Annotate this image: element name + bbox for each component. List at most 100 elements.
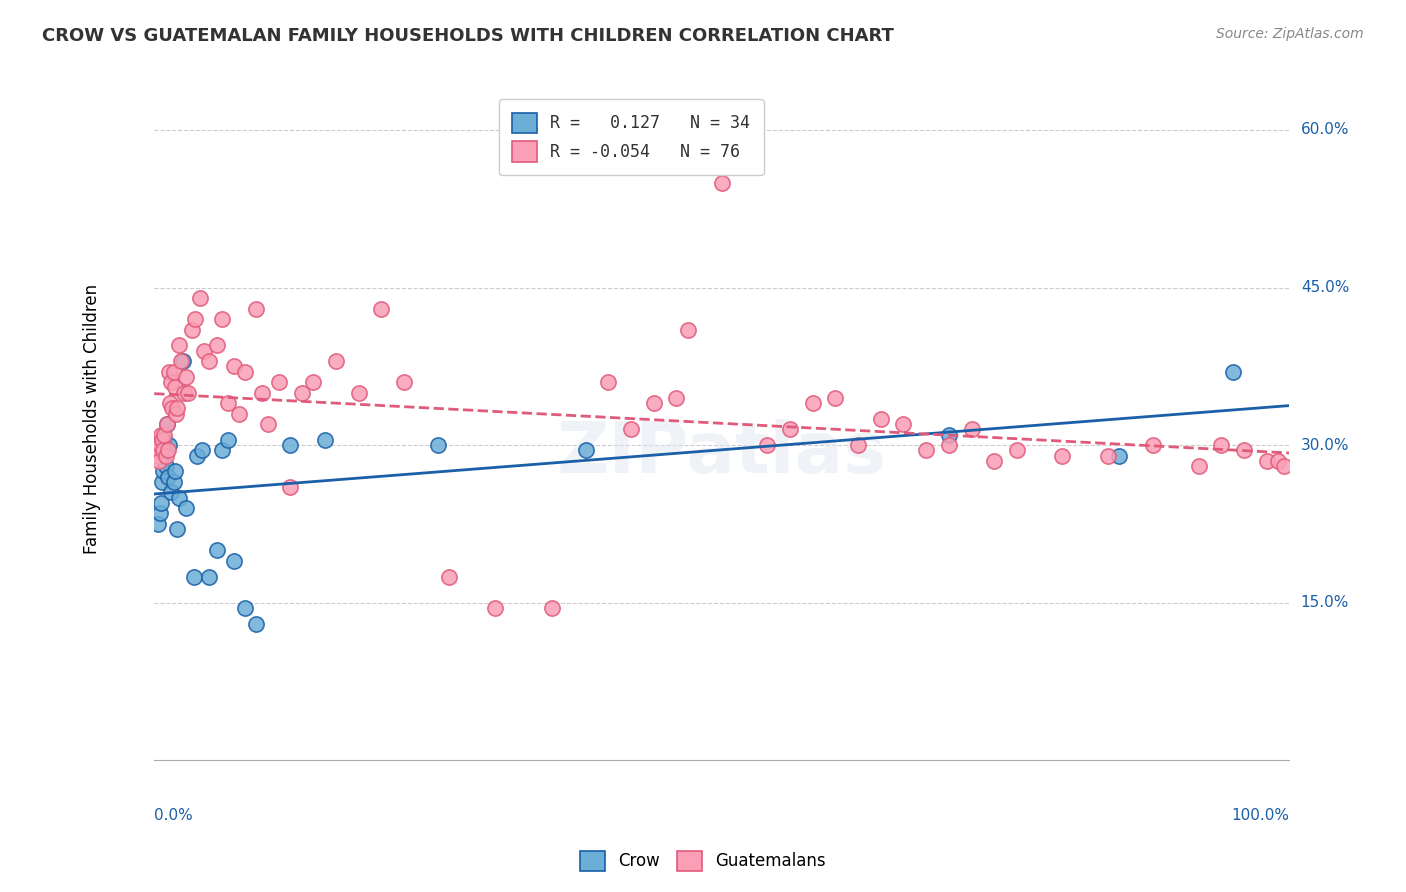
Point: [540, 601, 562, 615]
Point: [779, 422, 801, 436]
Text: ZIPatlas: ZIPatlas: [557, 418, 887, 488]
Point: [149, 507, 172, 521]
Point: [1052, 449, 1074, 463]
Point: [157, 365, 180, 379]
Point: [1097, 449, 1119, 463]
Point: [427, 438, 450, 452]
Point: [162, 401, 184, 416]
Point: [167, 491, 190, 505]
Point: [155, 449, 177, 463]
Point: [291, 385, 314, 400]
Point: [163, 465, 186, 479]
Text: 45.0%: 45.0%: [1301, 280, 1350, 295]
Legend: Crow, Guatemalans: Crow, Guatemalans: [572, 842, 834, 880]
Point: [233, 365, 256, 379]
Point: [156, 417, 179, 432]
Point: [484, 601, 506, 615]
Point: [152, 465, 174, 479]
Point: [1005, 443, 1028, 458]
Point: [280, 438, 302, 452]
Point: [938, 427, 960, 442]
Point: [155, 459, 177, 474]
Point: [172, 354, 194, 368]
Point: [1256, 454, 1278, 468]
Point: [314, 433, 336, 447]
Point: [150, 496, 173, 510]
Point: [211, 312, 233, 326]
Point: [193, 343, 215, 358]
Point: [153, 427, 176, 442]
Point: [893, 417, 915, 432]
Point: [1272, 459, 1295, 474]
Point: [157, 438, 180, 452]
Point: [960, 422, 983, 436]
Text: Family Households with Children: Family Households with Children: [83, 284, 101, 554]
Point: [217, 396, 239, 410]
Point: [170, 354, 193, 368]
Point: [217, 433, 239, 447]
Point: [166, 522, 188, 536]
Text: 15.0%: 15.0%: [1301, 595, 1350, 610]
Point: [665, 391, 688, 405]
Point: [250, 385, 273, 400]
Point: [184, 312, 207, 326]
Point: [167, 338, 190, 352]
Point: [1222, 365, 1244, 379]
Point: [205, 543, 228, 558]
Point: [325, 354, 347, 368]
Point: [205, 338, 228, 352]
Point: [245, 301, 267, 316]
Point: [156, 443, 179, 458]
Text: 0.0%: 0.0%: [155, 808, 193, 823]
Point: [370, 301, 392, 316]
Point: [392, 375, 415, 389]
Point: [1211, 438, 1233, 452]
Point: [1108, 449, 1130, 463]
Legend: R =   0.127   N = 34, R = -0.054   N = 76: R = 0.127 N = 34, R = -0.054 N = 76: [499, 99, 763, 175]
Point: [156, 469, 179, 483]
Point: [228, 407, 250, 421]
Point: [150, 433, 173, 447]
Point: [180, 323, 202, 337]
Point: [173, 385, 195, 400]
Point: [177, 385, 200, 400]
Point: [162, 475, 184, 489]
Point: [347, 385, 370, 400]
Point: [149, 438, 172, 452]
Point: [710, 176, 733, 190]
Point: [183, 569, 205, 583]
Point: [163, 380, 186, 394]
Point: [869, 412, 891, 426]
Point: [1233, 443, 1256, 458]
Point: [269, 375, 291, 389]
Point: [188, 291, 211, 305]
Point: [165, 407, 187, 421]
Point: [756, 438, 779, 452]
Point: [148, 454, 170, 468]
Point: [145, 449, 167, 463]
Point: [211, 443, 233, 458]
Point: [256, 417, 278, 432]
Point: [1142, 438, 1164, 452]
Point: [146, 516, 169, 531]
Point: [153, 433, 176, 447]
Point: [575, 443, 598, 458]
Point: [233, 601, 256, 615]
Point: [174, 370, 197, 384]
Point: [676, 323, 699, 337]
Point: [846, 438, 869, 452]
Point: [174, 501, 197, 516]
Text: 60.0%: 60.0%: [1301, 122, 1350, 137]
Text: 30.0%: 30.0%: [1301, 438, 1350, 452]
Text: CROW VS GUATEMALAN FAMILY HOUSEHOLDS WITH CHILDREN CORRELATION CHART: CROW VS GUATEMALAN FAMILY HOUSEHOLDS WIT…: [42, 27, 894, 45]
Text: Source: ZipAtlas.com: Source: ZipAtlas.com: [1216, 27, 1364, 41]
Point: [150, 475, 173, 489]
Point: [160, 375, 183, 389]
Point: [222, 359, 245, 374]
Point: [983, 454, 1005, 468]
Point: [162, 365, 184, 379]
Point: [197, 354, 219, 368]
Point: [156, 417, 179, 432]
Point: [197, 569, 219, 583]
Point: [280, 480, 302, 494]
